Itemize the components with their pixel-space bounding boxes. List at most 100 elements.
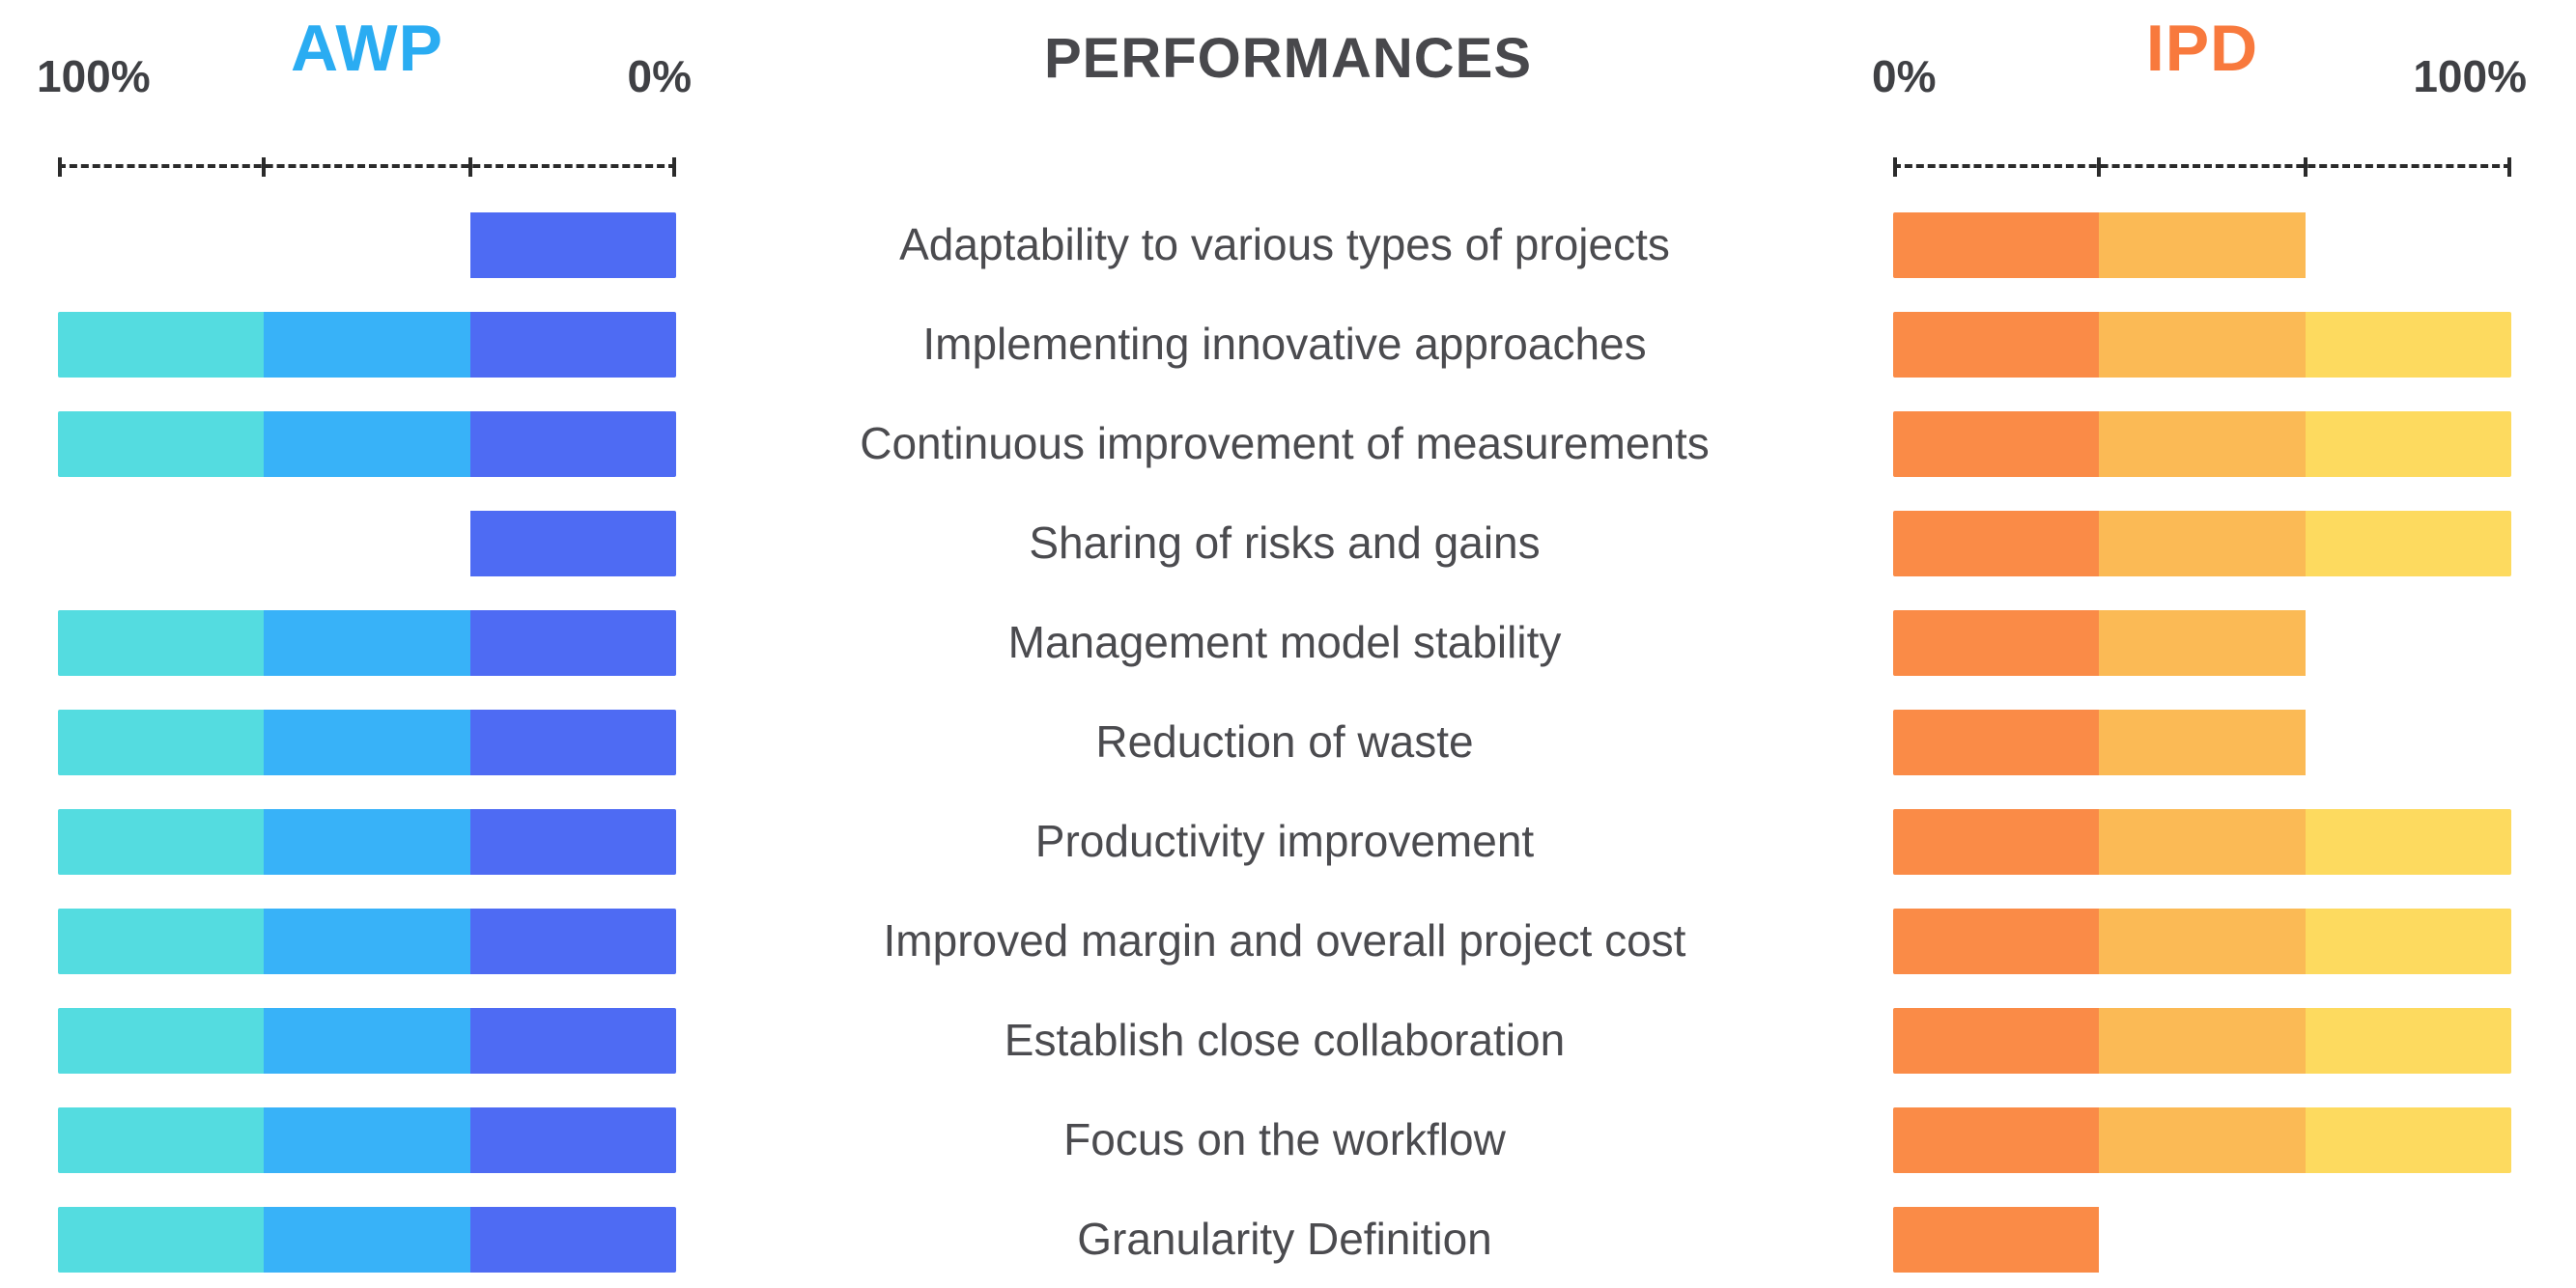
ipd-axis-tick [2097, 157, 2102, 177]
row-label: Reduction of waste [1095, 716, 1474, 768]
ipd-bar-segment [2099, 609, 2306, 676]
row-label: Implementing innovative approaches [922, 319, 1647, 370]
ipd-bar-segment [1893, 609, 2100, 676]
ipd-bar [1893, 510, 2511, 576]
awp-bar [58, 1206, 676, 1273]
ipd-axis-label-100: 100% [2413, 51, 2527, 101]
ipd-bar-segment [2305, 1007, 2511, 1074]
awp-axis-label-0: 0% [627, 51, 692, 101]
awp-bar-segment [469, 1007, 676, 1074]
ipd-bar-segment [2099, 410, 2306, 477]
ipd-axis-tick [1892, 157, 1897, 177]
chart-row: Productivity improvement [0, 792, 2576, 891]
ipd-bar-segment [1893, 1007, 2100, 1074]
awp-bar [58, 1007, 676, 1074]
ipd-bar-segment [2099, 1106, 2306, 1173]
ipd-bar [1893, 609, 2511, 676]
ipd-bar-segment [2305, 1106, 2511, 1173]
ipd-bar-segment [2099, 211, 2306, 278]
row-label: Productivity improvement [1034, 816, 1535, 867]
awp-bar [58, 510, 676, 576]
awp-chart-header: AWP 100% 0% [37, 0, 692, 193]
ipd-bar-segment [1893, 311, 2100, 378]
ipd-bar [1893, 709, 2511, 775]
ipd-bar-segment [2305, 311, 2511, 378]
awp-bar-segment [58, 1206, 265, 1273]
awp-bar-segment [58, 908, 265, 974]
ipd-bar-segment [2305, 410, 2511, 477]
performances-title: PERFORMANCES [1043, 27, 1533, 90]
awp-bar-segment [469, 1206, 676, 1273]
awp-axis-label-100: 100% [37, 51, 151, 101]
awp-bar-segment [469, 609, 676, 676]
awp-bar-segment [264, 808, 470, 875]
awp-bar-segment [469, 808, 676, 875]
awp-bar-segment [58, 709, 265, 775]
ipd-bar [1893, 1106, 2511, 1173]
chart-row: Improved margin and overall project cost [0, 891, 2576, 991]
awp-bar-segment [469, 510, 676, 576]
ipd-bar-segment [1893, 1106, 2100, 1173]
awp-bar [58, 211, 676, 278]
awp-bar-segment [469, 709, 676, 775]
ipd-axis-tick [2507, 157, 2512, 177]
ipd-bar-segment [2099, 709, 2306, 775]
row-label: Adaptability to various types of project… [899, 219, 1670, 270]
ipd-bar-segment [1893, 908, 2100, 974]
awp-bar-segment [58, 1106, 265, 1173]
ipd-bar-segment [2305, 908, 2511, 974]
awp-bar-segment [264, 311, 470, 378]
row-label: Focus on the workflow [1063, 1114, 1506, 1165]
awp-bar-segment [264, 908, 470, 974]
ipd-axis-labels: 0% 100% [1872, 54, 2527, 98]
awp-bar-segment [58, 1007, 265, 1074]
ipd-axis-label-0: 0% [1872, 51, 1937, 101]
awp-bar-segment [469, 410, 676, 477]
ipd-bar-segment [1893, 410, 2100, 477]
awp-bar [58, 808, 676, 875]
chart-row: Sharing of risks and gains [0, 493, 2576, 593]
awp-bar-segment [264, 709, 470, 775]
ipd-bar [1893, 1007, 2511, 1074]
chart-row: Continuous improvement of measurements [0, 394, 2576, 493]
awp-axis-tick [262, 157, 267, 177]
ipd-bar-segment [2099, 908, 2306, 974]
row-label: Sharing of risks and gains [1029, 518, 1541, 569]
ipd-bar-segment [2099, 311, 2306, 378]
chart-row: Granularity Definition [0, 1190, 2576, 1288]
ipd-bar [1893, 211, 2511, 278]
awp-axis-tick [672, 157, 677, 177]
ipd-axis-line [1892, 157, 2512, 177]
chart-row: Implementing innovative approaches [0, 294, 2576, 394]
ipd-bar-segment [2305, 510, 2511, 576]
ipd-bar [1893, 908, 2511, 974]
ipd-bar [1893, 410, 2511, 477]
row-label: Continuous improvement of measurements [860, 418, 1710, 469]
awp-bar-segment [58, 609, 265, 676]
row-label: Improved margin and overall project cost [883, 915, 1686, 966]
ipd-bar-segment [1893, 808, 2100, 875]
chart-row: Reduction of waste [0, 692, 2576, 792]
awp-bar-segment [264, 1007, 470, 1074]
awp-bar-segment [469, 311, 676, 378]
row-label: Management model stability [1007, 617, 1562, 668]
awp-bar-segment [58, 808, 265, 875]
ipd-bar-segment [1893, 709, 2100, 775]
ipd-bar [1893, 1206, 2511, 1273]
awp-bar-segment [58, 311, 265, 378]
chart-row: Management model stability [0, 593, 2576, 692]
ipd-title: IPD [2145, 12, 2259, 85]
awp-axis-labels: 100% 0% [37, 54, 692, 98]
awp-bar [58, 311, 676, 378]
row-label: Establish close collaboration [1004, 1015, 1566, 1066]
ipd-bar [1893, 311, 2511, 378]
ipd-bar-segment [2305, 808, 2511, 875]
row-label: Granularity Definition [1077, 1214, 1492, 1265]
awp-bar-segment [58, 410, 265, 477]
awp-bar [58, 908, 676, 974]
awp-bar-segment [264, 1206, 470, 1273]
awp-axis-tick [467, 157, 472, 177]
ipd-bar-segment [1893, 1206, 2100, 1273]
awp-bar-segment [264, 1106, 470, 1173]
